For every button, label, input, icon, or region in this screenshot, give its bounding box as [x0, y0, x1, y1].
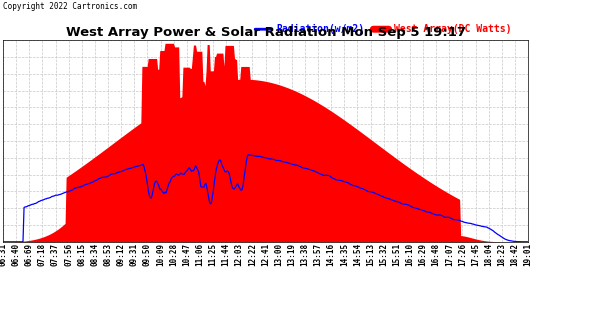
Text: Radiation(w/m2): Radiation(w/m2) — [276, 24, 364, 34]
Text: Copyright 2022 Cartronics.com: Copyright 2022 Cartronics.com — [3, 2, 137, 11]
Text: West Array(DC Watts): West Array(DC Watts) — [394, 24, 512, 34]
Title: West Array Power & Solar Radiation Mon Sep 5 19:17: West Array Power & Solar Radiation Mon S… — [65, 26, 466, 39]
